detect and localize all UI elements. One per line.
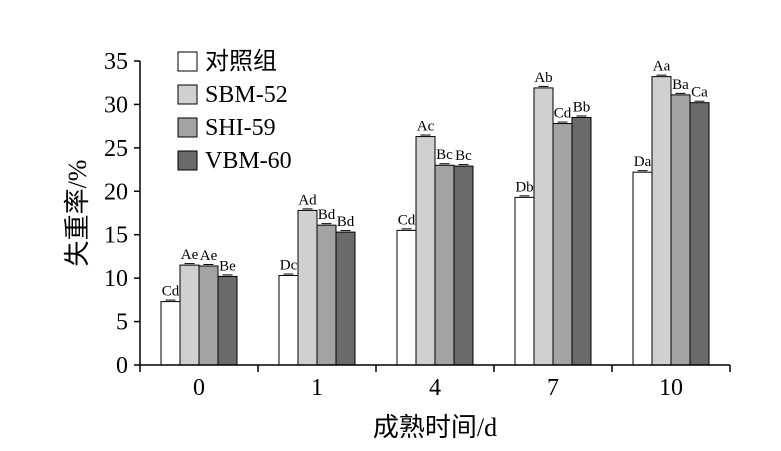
y-tick-label: 30 <box>104 92 128 118</box>
bar <box>415 136 436 366</box>
significance-label: Ad <box>298 192 317 208</box>
significance-label: Ca <box>691 85 708 101</box>
y-tick-label: 15 <box>104 223 128 249</box>
y-tick-label: 35 <box>104 49 128 75</box>
legend-swatch <box>177 117 198 138</box>
axes-layer <box>139 61 730 366</box>
bar <box>670 94 691 366</box>
legend-swatch <box>177 84 198 105</box>
bar <box>533 87 554 366</box>
x-axis-label: 成熟时间/d <box>373 413 497 442</box>
x-tick-label: 4 <box>429 375 441 401</box>
bar <box>198 265 219 366</box>
x-tick-label: 1 <box>311 375 323 401</box>
significance-label: Bc <box>436 147 453 163</box>
y-tick-label: 0 <box>116 353 128 379</box>
y-axis-label: 失重率/% <box>63 160 92 267</box>
x-ticks: 0 1 4 7 10 <box>139 365 731 401</box>
bar <box>297 209 318 366</box>
bar <box>160 301 181 366</box>
significance-label: Aa <box>653 59 671 75</box>
legend-label: SHI-59 <box>205 115 276 141</box>
bar <box>689 102 710 366</box>
bar <box>396 229 417 366</box>
x-tick-label: 10 <box>659 375 683 401</box>
y-tick-label: 10 <box>104 266 128 292</box>
bar <box>632 171 653 366</box>
bar <box>316 224 337 366</box>
significance-label: Bb <box>573 99 591 115</box>
significance-label: Db <box>515 179 533 195</box>
x-tick-label: 0 <box>193 375 205 401</box>
significance-label: Ba <box>672 77 689 93</box>
significance-label: Bd <box>337 214 355 230</box>
legend-label: 对照组 <box>205 48 277 75</box>
significance-label: Be <box>219 258 236 274</box>
bar <box>651 76 672 366</box>
bar <box>552 123 573 366</box>
significance-label: Ae <box>200 248 218 264</box>
bar <box>179 264 200 366</box>
legend-swatch <box>177 51 198 72</box>
bar <box>335 231 356 366</box>
significance-label: Cd <box>162 284 180 300</box>
significance-labels-layer: Cd Dc Cd Db Da Ae Ad Ac Ab Aa Ae Bd Bc Cd Ba Be Bd Bc Bb Ca <box>162 59 708 300</box>
significance-label: Bd <box>318 207 336 223</box>
legend-swatch <box>177 150 198 171</box>
y-tick-label: 25 <box>104 136 128 162</box>
significance-label: Ae <box>181 247 199 263</box>
legend-label: VBM-60 <box>205 148 292 174</box>
bar <box>278 275 299 366</box>
significance-label: Cd <box>398 212 416 228</box>
significance-label: Dc <box>280 258 298 274</box>
y-tick-label: 5 <box>116 310 128 336</box>
legend-label: SBM-52 <box>205 82 288 108</box>
bar <box>434 164 455 366</box>
bar <box>217 275 238 366</box>
legend: 对照组 SBM-52 SHI-59 VBM-60 <box>177 48 292 174</box>
significance-label: Ac <box>417 119 435 135</box>
y-ticks: 0 5 10 15 20 25 30 35 <box>104 49 140 379</box>
y-tick-label: 20 <box>104 179 128 205</box>
significance-label: Bc <box>455 148 472 164</box>
significance-label: Da <box>634 154 652 170</box>
x-tick-label: 7 <box>547 375 559 401</box>
significance-label: Cd <box>554 106 572 122</box>
significance-label: Ab <box>534 70 552 86</box>
bar <box>514 196 535 366</box>
bar <box>453 165 474 366</box>
bar <box>571 116 592 366</box>
